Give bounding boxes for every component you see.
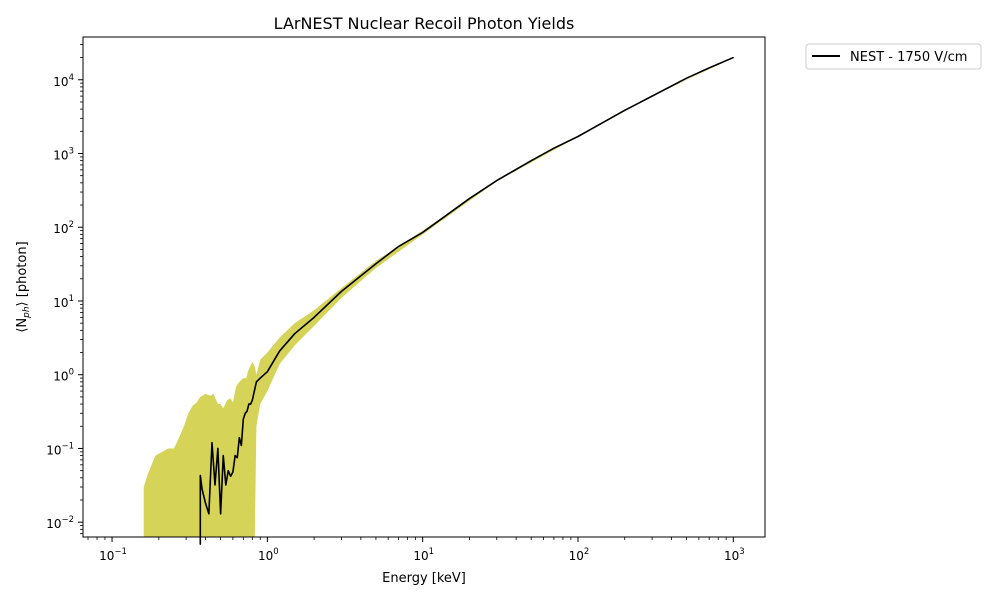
legend: NEST - 1750 V/cm (805, 43, 982, 70)
data-point (259, 377, 261, 379)
data-point (732, 56, 734, 59)
y-axis: 10−2 10−1 100 101 102 103 104 (46, 44, 83, 535)
x-axis-label: Energy [keV] (382, 571, 466, 586)
data-point (246, 410, 248, 412)
data-point (201, 488, 203, 490)
data-point (577, 135, 579, 138)
x-tick-label: 102 (569, 547, 590, 563)
data-point (208, 513, 210, 515)
data-point (234, 455, 236, 457)
data-point (199, 474, 201, 477)
y-tick-label: 101 (53, 294, 74, 310)
y-tick-label: 102 (53, 220, 74, 236)
data-point (266, 371, 268, 373)
data-point (222, 455, 224, 457)
data-point (553, 147, 555, 149)
data-point (398, 245, 400, 247)
data-point (250, 403, 252, 405)
x-tick-label: 100 (258, 547, 279, 563)
data-point (225, 484, 227, 486)
x-tick-label: 10−1 (99, 547, 127, 563)
y-tick-label: 10−1 (46, 441, 74, 457)
data-point (294, 333, 296, 335)
series-layer (199, 56, 734, 546)
data-point (651, 95, 653, 97)
data-point (236, 457, 238, 459)
y-tick-label: 103 (53, 146, 74, 162)
data-point (230, 475, 232, 477)
data-point (242, 418, 244, 420)
data-point (624, 109, 626, 111)
data-point (340, 290, 343, 292)
y-tick-label: 104 (53, 73, 74, 89)
data-point (496, 179, 498, 182)
data-point (708, 67, 710, 69)
data-point (244, 412, 246, 414)
x-tick-label: 101 (413, 547, 434, 563)
axes-frame (82, 36, 766, 538)
data-point (251, 399, 253, 401)
data-point (227, 470, 229, 472)
band-layer (143, 57, 734, 538)
data-point (279, 350, 281, 352)
data-point (214, 484, 216, 486)
data-point (204, 502, 207, 504)
data-point (217, 447, 219, 450)
series-line (199, 56, 734, 545)
y-axis-label: ⟨Nph⟩ [photon] (15, 241, 32, 332)
data-point (313, 316, 315, 318)
x-tick-label: 103 (724, 547, 745, 563)
data-point (199, 543, 201, 546)
plot-area (82, 36, 766, 546)
data-point (685, 77, 688, 79)
y-tick-label: 100 (53, 368, 74, 384)
data-point (375, 263, 377, 265)
data-point (238, 437, 240, 439)
data-point (220, 513, 222, 515)
x-axis: 10−1 100 101 102 103 (87, 537, 745, 563)
data-point (422, 231, 424, 234)
data-point (530, 160, 532, 162)
data-point (211, 442, 213, 444)
data-point (232, 471, 234, 473)
y-tick-label: 10−2 (46, 515, 74, 531)
data-point (240, 444, 242, 447)
legend-box (805, 43, 982, 70)
data-point (468, 197, 471, 200)
data-point (255, 381, 257, 383)
uncertainty-band (143, 57, 734, 538)
data-point (248, 403, 250, 405)
legend-label: NEST - 1750 V/cm (850, 50, 967, 65)
chart-title: LArNEST Nuclear Recoil Photon Yields (274, 14, 575, 33)
